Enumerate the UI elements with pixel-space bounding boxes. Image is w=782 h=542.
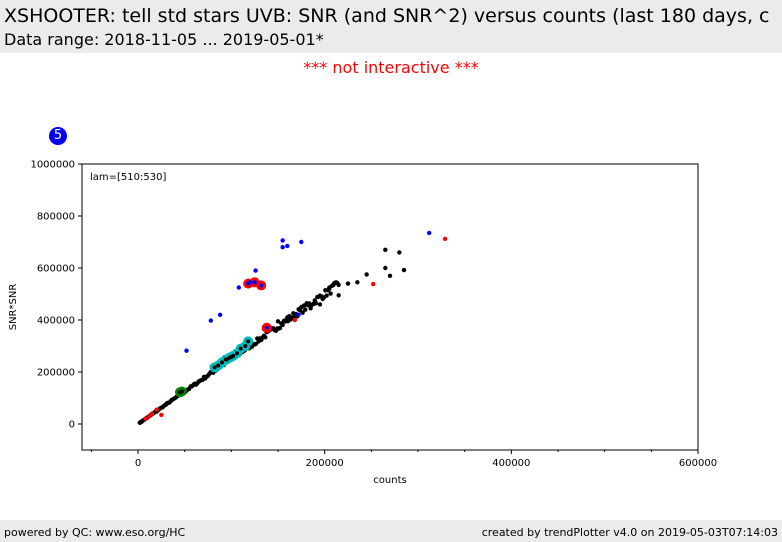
blue-point: [253, 268, 258, 273]
black-point: [327, 286, 332, 291]
x-axis-label: counts: [373, 475, 406, 486]
black-point: [331, 281, 337, 286]
ring-center: [229, 354, 234, 359]
blue-point: [236, 285, 241, 290]
black-point: [401, 267, 407, 273]
black-point: [285, 315, 290, 320]
black-point: [299, 304, 304, 310]
ring-center: [259, 283, 264, 288]
black-point: [328, 291, 333, 296]
y-axis-ticks: 0 200000 400000 600000 800000 1000000: [30, 160, 82, 431]
blue-point: [217, 312, 223, 317]
blue-point: [427, 230, 432, 236]
black-point: [324, 293, 329, 298]
blue-point: [299, 239, 304, 245]
x-tick-label: 0: [135, 458, 141, 469]
black-point: [139, 419, 144, 424]
y-tick-label: 200000: [37, 368, 75, 379]
ring-center: [264, 325, 269, 330]
plot-area: [81, 163, 699, 451]
footer-band: [0, 520, 782, 542]
black-point: [275, 319, 281, 324]
blue-point: [184, 348, 189, 353]
black-point: [313, 299, 318, 304]
ring-center: [238, 346, 243, 351]
ring-center: [252, 280, 257, 285]
black-point: [303, 307, 308, 312]
y-tick-label: 400000: [37, 316, 75, 327]
y-tick-label: 600000: [37, 264, 75, 275]
x-tick-label: 600000: [679, 458, 717, 469]
blue-point: [280, 245, 285, 250]
header-band: [0, 0, 782, 53]
y-tick-label: 1000000: [30, 160, 75, 171]
blue-point: [296, 312, 301, 317]
footer-created-by: created by trendPlotter v4.0 on 2019-05-…: [481, 526, 778, 539]
black-point: [336, 293, 341, 298]
ring-center: [234, 351, 239, 356]
ring-center: [243, 344, 248, 348]
black-point: [280, 322, 285, 328]
ring-center: [179, 389, 184, 394]
red-point: [442, 236, 448, 242]
ring-center: [224, 357, 229, 362]
x-tick-label: 400000: [492, 458, 530, 469]
blue-point: [208, 318, 213, 323]
y-axis-label: SNR*SNR: [8, 284, 19, 331]
black-point: [300, 310, 305, 315]
black-point: [364, 272, 369, 277]
red-point: [292, 317, 297, 323]
lambda-annotation: lam=[510:530]: [90, 172, 166, 183]
black-point: [317, 302, 323, 307]
ring-center: [220, 360, 224, 365]
black-point: [387, 273, 393, 278]
blue-point: [285, 243, 290, 249]
black-point: [308, 306, 313, 311]
red-point: [159, 412, 164, 418]
red-point: [154, 407, 159, 412]
number-badge: 5: [49, 127, 67, 145]
red-point: [147, 414, 152, 419]
ring-center: [246, 339, 251, 344]
black-point: [163, 402, 169, 407]
black-point: [355, 280, 360, 285]
black-point: [263, 335, 268, 340]
page-title: XSHOOTER: tell std stars UVB: SNR (and S…: [4, 5, 770, 27]
ring-center: [212, 365, 217, 370]
red-point: [371, 281, 376, 287]
ring-center: [216, 363, 221, 368]
black-point: [345, 281, 351, 286]
black-point: [336, 282, 341, 288]
black-point: [383, 265, 388, 271]
black-point: [397, 250, 402, 255]
data-range-subtitle: Data range: 2018-11-05 ... 2019-05-01*: [4, 30, 324, 49]
not-interactive-notice: *** not interactive ***: [303, 58, 479, 77]
x-tick-label: 200000: [306, 458, 344, 469]
data-points: [137, 230, 448, 425]
footer-powered-by: powered by QC: www.eso.org/HC: [4, 526, 186, 539]
x-axis-ticks: 0 200000 400000 600000: [90, 450, 717, 469]
red-point: [143, 416, 148, 421]
y-tick-label: 0: [69, 420, 75, 431]
blue-point: [280, 238, 285, 243]
black-point: [383, 247, 388, 252]
red-point: [149, 411, 155, 416]
y-tick-label: 800000: [37, 212, 75, 223]
black-point: [277, 325, 283, 331]
ring-center: [246, 281, 251, 286]
